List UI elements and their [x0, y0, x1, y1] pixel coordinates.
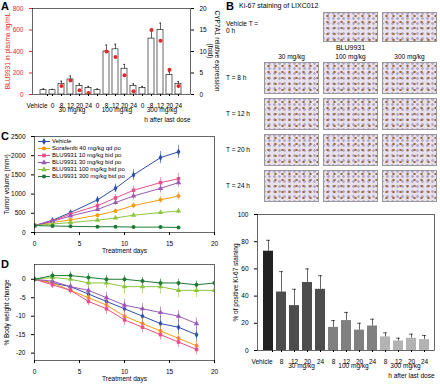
- svg-text:0: 0: [20, 91, 24, 98]
- svg-text:Vehicle: Vehicle: [252, 358, 273, 365]
- svg-text:60: 60: [241, 265, 249, 272]
- svg-text:15: 15: [200, 26, 208, 33]
- svg-text:0: 0: [33, 368, 37, 375]
- svg-text:20: 20: [211, 368, 219, 375]
- svg-text:800: 800: [13, 5, 24, 12]
- svg-text:10: 10: [200, 48, 208, 55]
- svg-text:20: 20: [241, 319, 249, 326]
- svg-text:300 mg/kg: 300 mg/kg: [390, 362, 421, 370]
- svg-text:-10: -10: [16, 312, 26, 319]
- svg-text:0: 0: [141, 102, 145, 109]
- svg-text:24: 24: [317, 358, 325, 365]
- svg-text:0: 0: [22, 275, 26, 282]
- svg-text:0: 0: [200, 91, 204, 98]
- svg-text:Treatment days: Treatment days: [102, 247, 148, 255]
- svg-text:600: 600: [13, 26, 24, 33]
- svg-text:-15: -15: [16, 331, 26, 338]
- svg-text:20: 20: [211, 240, 219, 247]
- svg-text:20: 20: [200, 5, 208, 12]
- svg-text:100 mg/kg: 100 mg/kg: [338, 362, 369, 370]
- svg-text:24: 24: [369, 358, 377, 365]
- svg-text:h after last dose: h after last dose: [144, 116, 191, 123]
- svg-text:-5: -5: [20, 294, 26, 301]
- svg-text:8: 8: [280, 358, 284, 365]
- svg-text:30 mg/kg: 30 mg/kg: [59, 106, 86, 114]
- svg-text:100 mg/kg: 100 mg/kg: [102, 106, 133, 114]
- svg-text:% Body weight change: % Body weight change: [3, 279, 11, 346]
- svg-text:0: 0: [51, 102, 55, 109]
- svg-text:15: 15: [166, 240, 174, 247]
- svg-text:30 mg/kg: 30 mg/kg: [288, 362, 315, 370]
- svg-text:Treatment days: Treatment days: [102, 375, 148, 383]
- svg-text:5: 5: [78, 240, 82, 247]
- svg-text:Vehicle: Vehicle: [27, 102, 48, 109]
- svg-text:0: 0: [33, 240, 37, 247]
- svg-text:1500: 1500: [11, 171, 26, 178]
- svg-text:0: 0: [96, 102, 100, 109]
- svg-text:% of positive Ki-67 staining: % of positive Ki-67 staining: [232, 243, 240, 321]
- svg-text:0: 0: [245, 347, 249, 354]
- svg-text:24: 24: [85, 102, 93, 109]
- svg-text:0: 0: [22, 229, 26, 236]
- svg-text:1000: 1000: [11, 190, 26, 197]
- svg-text:15: 15: [166, 368, 174, 375]
- svg-text:24: 24: [421, 358, 429, 365]
- svg-text:200: 200: [13, 69, 24, 76]
- svg-text:100: 100: [238, 211, 249, 218]
- svg-text:2500: 2500: [11, 133, 26, 140]
- svg-text:80: 80: [241, 238, 249, 245]
- svg-text:8: 8: [332, 358, 336, 365]
- svg-text:500: 500: [15, 209, 26, 216]
- svg-text:-20: -20: [16, 349, 26, 356]
- svg-text:Tumor volume (mm³): Tumor volume (mm³): [3, 154, 11, 214]
- svg-text:400: 400: [13, 48, 24, 55]
- svg-text:5: 5: [78, 368, 82, 375]
- svg-text:8: 8: [384, 358, 388, 365]
- svg-text:300 mg/kg: 300 mg/kg: [147, 106, 178, 114]
- svg-text:2000: 2000: [11, 152, 26, 159]
- svg-text:h after last dose: h after last dose: [388, 372, 435, 379]
- svg-text:5: 5: [200, 69, 204, 76]
- svg-text:40: 40: [241, 292, 249, 299]
